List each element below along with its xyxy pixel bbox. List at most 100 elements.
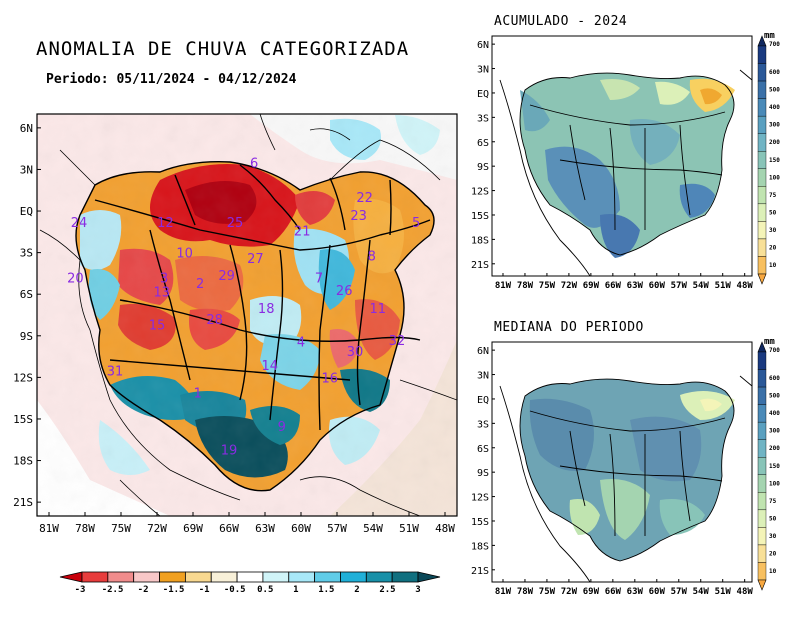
colorbar-segment (365, 571, 393, 583)
basin-number-label: 32 (389, 334, 406, 349)
basin-number-label: 10 (176, 247, 193, 262)
lon-tick-label: 78W (75, 522, 95, 535)
lon-tick-label: 60W (649, 281, 666, 291)
lon-tick-label: 48W (435, 522, 455, 535)
colorbar-segment (184, 571, 212, 583)
precip-colorbar-label: 50 (769, 515, 777, 522)
lon-tick-label: 78W (517, 281, 534, 291)
acumulado-map: 6N 3N EQ 3S 6S 9S 12S 15S 18S 21S 81W 78W 75W 72W 69W… (471, 35, 753, 291)
basin-number-label: 24 (71, 216, 88, 231)
precip-colorbar-label: 700 (769, 41, 780, 48)
precip-colorbar-segment (757, 115, 767, 134)
precip-colorbar-label: 150 (769, 157, 780, 164)
basin-number-label: 21 (294, 224, 311, 239)
precip-colorbar-segment (757, 221, 767, 240)
basin-number-label: 20 (67, 272, 84, 287)
basin-number-label: 26 (336, 284, 353, 299)
precip-colorbar-segment (757, 421, 767, 440)
precip-colorbar-label: 100 (769, 174, 780, 181)
lat-tick-label: 3N (477, 371, 489, 382)
precip-colorbar-label: 300 (769, 122, 780, 129)
colorbar-segment (262, 571, 290, 583)
colorbar-label: 1.5 (318, 585, 334, 595)
lon-tick-label: 81W (39, 522, 59, 535)
lat-tick-label: 18S (13, 455, 33, 468)
precip-colorbar-label: 700 (769, 347, 780, 354)
basin-number-label: 5 (412, 216, 420, 231)
precip-colorbar-label: 20 (769, 550, 777, 557)
precip-colorbar-label: 10 (769, 262, 777, 269)
acumulado-title: ACUMULADO - 2024 (494, 14, 628, 29)
precip-colorbar-label: 600 (769, 69, 780, 76)
lat-tick-label: 12S (471, 187, 489, 198)
precip-colorbar-segment (757, 404, 767, 423)
basin-number-label: 14 (262, 359, 279, 374)
precip-colorbar-segment (757, 63, 767, 82)
lon-tick-label: 48W (737, 587, 754, 597)
precip-colorbar-label: 500 (769, 87, 780, 94)
main-map-lon-ticks: 81W 78W 75W 72W 69W 66W 63W 60W 57W 54W 51W 48W (39, 512, 455, 535)
lon-tick-label: 75W (539, 587, 556, 597)
lat-tick-label: 3N (20, 163, 33, 176)
basin-number-label: 15 (149, 319, 166, 334)
basin-number-label: 19 (221, 443, 238, 458)
precip-colorbar-segment (757, 351, 767, 370)
lat-tick-label: 9S (477, 162, 489, 173)
colorbar-segment (159, 571, 186, 583)
precip-colorbar-label: 200 (769, 139, 780, 146)
lat-tick-label: EQ (20, 205, 33, 218)
basin-number-label: 22 (356, 191, 373, 206)
precip-colorbar-segment (757, 474, 767, 493)
lat-tick-label: 3S (477, 419, 489, 430)
acumulado-unit: mm (764, 31, 775, 41)
lon-tick-label: 75W (539, 281, 556, 291)
colorbar-arrow-left (59, 571, 83, 583)
lat-tick-label: EQ (477, 395, 489, 406)
colorbar-label: 2 (354, 585, 359, 595)
basin-number-label: 13 (154, 285, 171, 300)
basin-number-label: 2 (196, 277, 204, 292)
lat-tick-label: 21S (471, 566, 489, 577)
main-map-lat-ticks: 6N 3N EQ 3S 6S 9S 12S 15S 18S 21S (13, 122, 41, 509)
anomaly-colorbar: -3 -2.5 -2 -1.5 -1 -0.5 0.5 1 1.5 2 2.5 3 (59, 571, 441, 595)
lon-tick-label: 54W (693, 587, 710, 597)
basin-number-label: 16 (322, 371, 339, 386)
precip-colorbar-segment (757, 544, 767, 563)
lon-tick-label: 57W (671, 587, 688, 597)
precip-colorbar-label: 75 (769, 498, 777, 505)
precip-colorbar-arrow-top (757, 341, 767, 353)
lat-tick-label: 3N (477, 65, 489, 76)
colorbar-segment (288, 571, 316, 583)
precip-colorbar-label: 300 (769, 428, 780, 435)
lat-tick-label: 6S (477, 138, 489, 149)
lon-tick-label: 60W (291, 522, 311, 535)
colorbar-segment (340, 571, 367, 583)
precip-colorbar-segment (757, 562, 767, 581)
precip-colorbar-label: 400 (769, 410, 780, 417)
colorbar-segment (133, 571, 160, 583)
precip-colorbar-label: 600 (769, 375, 780, 382)
acumulado-colorbar: 700 600 500 400 300 200 150 100 75 50 30 20 10 (757, 35, 780, 285)
colorbar-segment (236, 571, 264, 583)
colorbar-label: 0.5 (257, 585, 273, 595)
precip-colorbar-arrow-top (757, 35, 767, 47)
precip-colorbar-segment (757, 80, 767, 99)
precip-colorbar-segment (757, 457, 767, 475)
basin-number-label: 4 (297, 335, 305, 350)
colorbar-arrow-right (417, 571, 441, 583)
lat-tick-label: 21S (13, 496, 33, 509)
mediana-unit: mm (764, 337, 775, 347)
lat-tick-label: 6N (477, 346, 489, 357)
lat-tick-label: 18S (471, 235, 489, 246)
lat-tick-label: 15S (13, 413, 33, 426)
lat-tick-label: 12S (13, 371, 33, 384)
main-map-title: ANOMALIA DE CHUVA CATEGORIZADA (36, 38, 410, 60)
precip-colorbar-segment (757, 203, 767, 222)
mediana-colorbar: 700 600 500 400 300 200 150 100 75 50 30 20 10 (757, 341, 780, 591)
lon-tick-label: 72W (561, 281, 578, 291)
precip-colorbar-label: 200 (769, 445, 780, 452)
mediana-map: 6N 3N EQ 3S 6S 9S 12S 15S 18S 21S 81W 78W 75W 72W 69W… (471, 341, 754, 597)
lon-tick-label: 66W (605, 281, 622, 291)
